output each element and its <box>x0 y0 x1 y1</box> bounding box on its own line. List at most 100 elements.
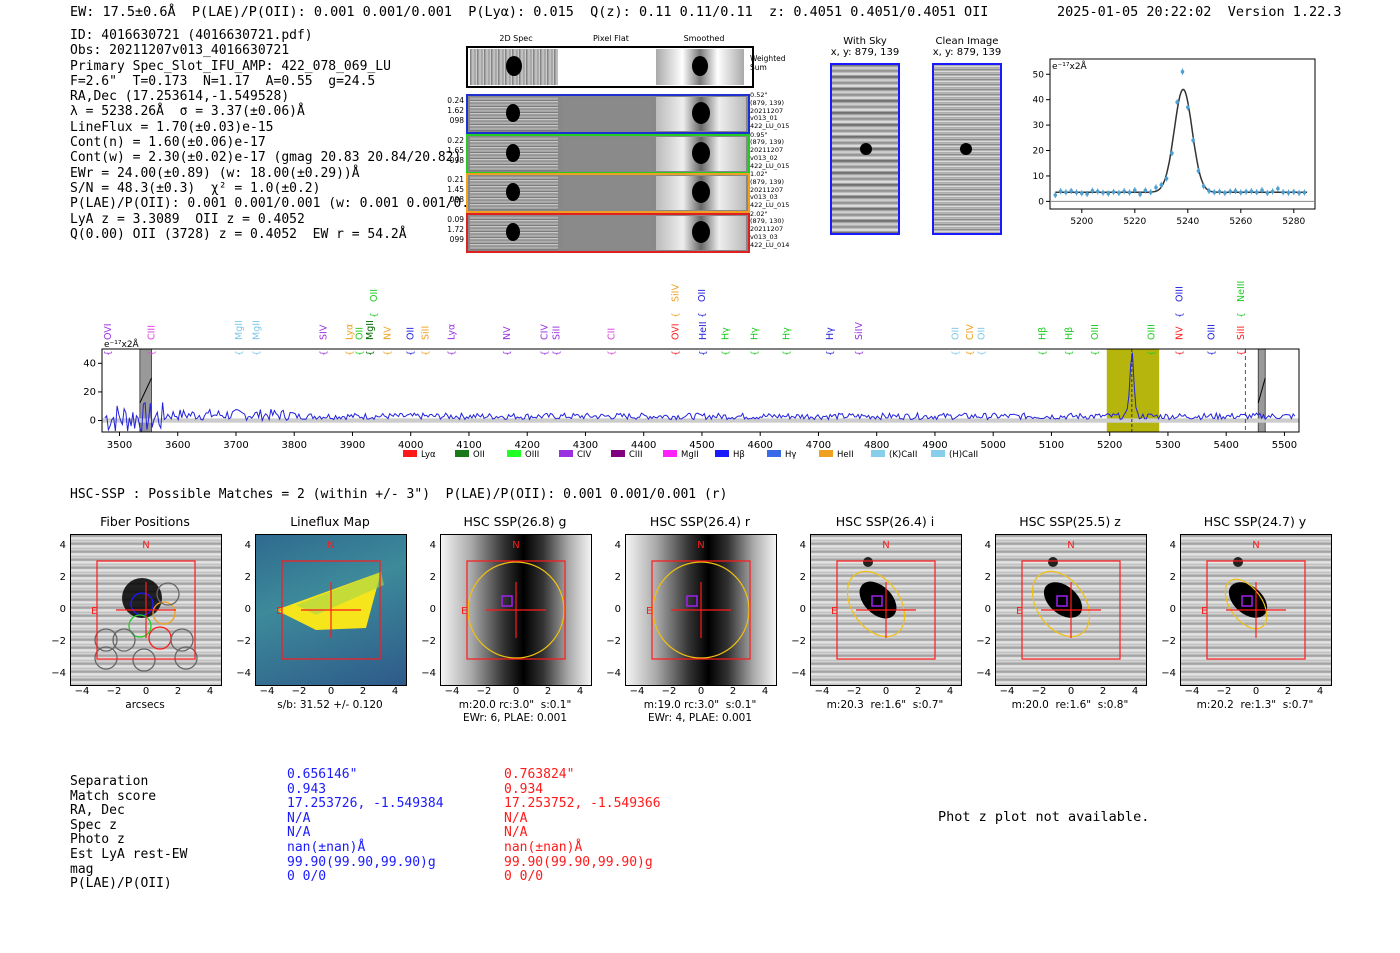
match-value: 0.656146" <box>287 767 358 782</box>
spectral-line-name: Hγ <box>781 327 792 340</box>
y-tick-label: −4 <box>236 668 251 679</box>
x-tick-label: 2 <box>1099 686 1107 697</box>
spectral-line-name: OII <box>369 289 380 302</box>
x-tick-label: 2 <box>914 686 922 697</box>
hsc-caption: m:20.2 re:1.3" s:0.7" <box>1196 699 1314 711</box>
spectral-line-label: Hβ { <box>1064 327 1075 356</box>
hsc-panels: Fiber Positions N E 4 4 2 2 0 0 −2 −2 −4 −4 arcsecs Li… <box>40 510 1370 725</box>
hsc-caption: m:19.0 rc:3.0" s:0.1" <box>643 699 757 711</box>
x-tick-label: 5300 <box>1155 440 1180 451</box>
compass-east: E <box>1016 606 1022 617</box>
data-point <box>1090 188 1095 193</box>
y-tick-label: 2 <box>59 572 66 583</box>
spectral-line-label: Lyα { <box>345 324 356 356</box>
source-blob <box>692 141 710 164</box>
spectral-line-name: SIV <box>318 324 329 340</box>
spectral-line-name: MgII <box>234 320 245 340</box>
neighbor-source <box>1048 557 1058 567</box>
x-tick-label: −4 <box>814 686 830 697</box>
data-point <box>1117 191 1121 195</box>
match-value: 0.934 <box>504 781 544 797</box>
spectral-line-bracket: { <box>235 350 245 356</box>
match-value: 0 0/0 <box>287 869 327 885</box>
y-tick-label: 0 <box>429 604 436 615</box>
match-value: N/A <box>504 810 528 826</box>
spectral-line-bracket: { <box>1237 350 1247 356</box>
spectral-line-label: SIV { <box>318 324 329 356</box>
y-tick-label: 40 <box>83 358 96 369</box>
source-blob <box>122 578 162 618</box>
data-point <box>1276 186 1280 191</box>
data-point <box>1302 190 1307 195</box>
compass-east: E <box>831 606 837 617</box>
spectral-line-label: OII { <box>950 327 961 356</box>
legend-label: MgII <box>681 450 699 460</box>
info-line: LyA z = 3.3089 OII z = 0.4052 <box>70 211 305 227</box>
y-tick-label: 4 <box>1169 540 1176 551</box>
x-tick-label: −4 <box>1184 686 1200 697</box>
data-point <box>1228 189 1232 194</box>
info-line: Q(0.00) OII (3728) z = 0.4052 EW r = 54.… <box>70 226 407 242</box>
spectral-line-bracket: { <box>1091 350 1101 356</box>
catalog-marker <box>1241 595 1253 607</box>
data-point <box>1249 189 1254 194</box>
x-tick-label: 0 <box>1067 686 1075 697</box>
source-blob <box>506 222 520 241</box>
x-tick-label: 2 <box>359 686 367 697</box>
x-tick-label: −4 <box>629 686 645 697</box>
phot-z-note: Phot z plot not available. <box>938 809 1150 825</box>
source-blob <box>860 143 872 155</box>
pixel-flat-image <box>563 215 651 250</box>
y-tick-label: 2 <box>799 572 806 583</box>
hsc-panel-title: Fiber Positions <box>100 514 190 529</box>
compass-north: N <box>882 540 889 551</box>
x-tick-label: 0 <box>142 686 150 697</box>
source-blob <box>692 220 710 243</box>
hsc-caption-2: EWr: 6, PLAE: 0.001 <box>462 712 568 724</box>
x-tick-label: −2 <box>291 686 307 697</box>
spectral-line-label: MgII { <box>365 320 376 356</box>
legend-label: Hβ <box>733 450 745 460</box>
data-point <box>1281 190 1285 195</box>
spectral-line-bracket: { <box>698 312 708 318</box>
match-table-col1: 0.656146" 0.943 17.253726, -1.549384 N/A N/A… <box>287 767 444 885</box>
data-point <box>1233 189 1238 193</box>
spectral-line-label: OIII { <box>1207 324 1218 356</box>
timestamp: 2025-01-05 20:22:02 <box>1057 4 1212 20</box>
data-point <box>1270 189 1275 194</box>
legend-swatch <box>767 450 781 457</box>
compass-north: N <box>327 540 334 551</box>
spectral-line-bracket: { <box>346 350 356 356</box>
y-tick-label: −2 <box>606 636 621 647</box>
spectral-line-label: OII { <box>369 289 380 318</box>
match-value: 99.90(99.90,99.90)g <box>504 854 653 870</box>
x-tick-label: −2 <box>661 686 677 697</box>
spectral-line-name: Hγ <box>825 327 836 340</box>
y-tick-label: −2 <box>236 636 251 647</box>
hsc-caption: m:20.0 rc:3.0" s:0.1" <box>458 699 572 711</box>
data-point <box>1095 189 1100 194</box>
spectral-line-name: CII <box>607 328 618 340</box>
y-tick-label: 4 <box>59 540 66 551</box>
y-tick-label: 4 <box>244 540 251 551</box>
plot-frame <box>1049 58 1316 210</box>
y-tick-label: −2 <box>791 636 806 647</box>
legend-swatch <box>819 450 833 457</box>
info-line: Primary Spec_Slot_IFU_AMP: 422_078_069_L… <box>70 58 391 74</box>
fiber-circle <box>112 628 136 652</box>
spectral-line-label: OVI { <box>103 323 114 356</box>
spectral-line-name: Lyα <box>446 324 457 340</box>
spectral-line-bracket: { <box>319 350 329 356</box>
legend-label: OII <box>473 450 485 460</box>
spectral-line-label: SiII { <box>551 326 562 356</box>
spectral-line-label: OVI { <box>671 323 682 356</box>
match-value: 17.253726, -1.549384 <box>287 796 444 812</box>
match-label: Photo z <box>70 832 125 848</box>
x-tick-label: −4 <box>74 686 90 697</box>
cutout-col-header: 2D Spec <box>499 34 533 43</box>
spectral-line-bracket: { <box>750 350 760 356</box>
fiber-circle <box>152 601 176 625</box>
spectral-line-name: MgII <box>365 320 376 340</box>
spectral-line-bracket: { <box>383 350 393 356</box>
